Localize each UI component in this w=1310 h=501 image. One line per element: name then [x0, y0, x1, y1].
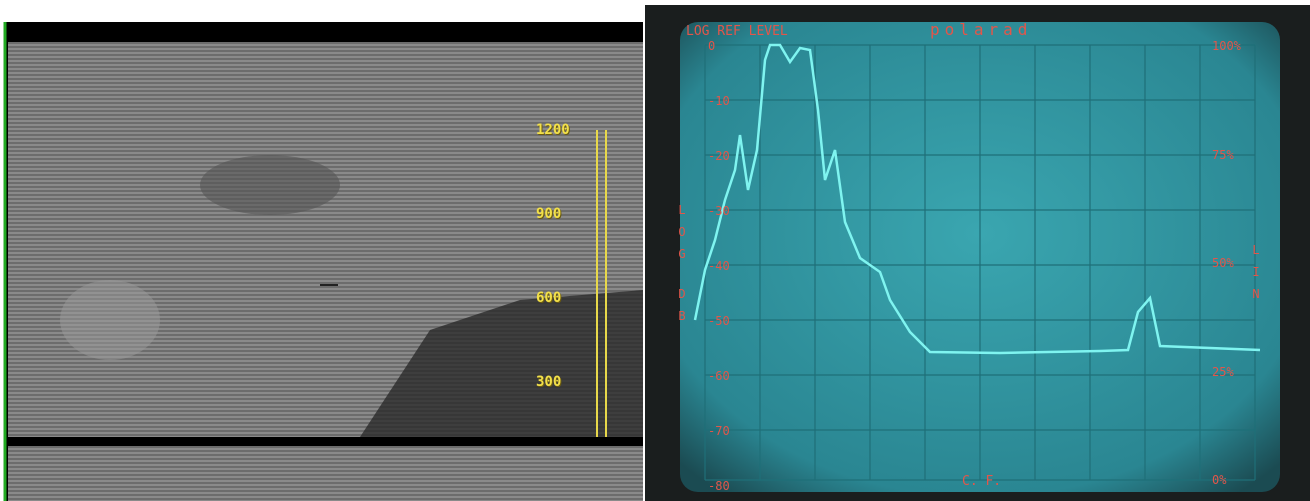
brand: polarad — [930, 20, 1033, 39]
spectrum-trace — [693, 43, 1261, 355]
log-label: -10 — [708, 94, 730, 108]
lin-label: 50% — [1212, 256, 1234, 270]
bottom-label: C. F. — [962, 474, 1002, 489]
scale-label: 600 — [536, 290, 562, 306]
scale-label: 300 — [536, 374, 562, 390]
light-region — [60, 280, 160, 360]
scale-label: 900 — [536, 206, 562, 222]
shadow — [200, 155, 340, 215]
scale-label: 1200 — [536, 122, 570, 138]
video-strip — [8, 446, 643, 501]
log-label: -40 — [708, 259, 730, 273]
left-axis-title: LOG — [675, 203, 689, 269]
ref-label: LOG REF LEVEL — [686, 24, 788, 39]
lin-label: 25% — [1212, 364, 1234, 379]
lin-label: 0% — [1212, 473, 1227, 487]
log-label: -60 — [708, 369, 730, 383]
right-axis-title: LIN — [1249, 243, 1263, 309]
log-label: -50 — [708, 314, 730, 328]
lin-label: 75% — [1212, 147, 1234, 162]
log-label: -30 — [708, 204, 730, 218]
left-axis-title: DB — [675, 287, 689, 331]
log-label: -70 — [708, 424, 730, 438]
dark-region — [360, 290, 643, 437]
log-label: -80 — [708, 479, 730, 493]
log-label: 0 — [708, 39, 716, 53]
lin-label: 100% — [1212, 39, 1241, 53]
log-label: -20 — [708, 149, 730, 163]
